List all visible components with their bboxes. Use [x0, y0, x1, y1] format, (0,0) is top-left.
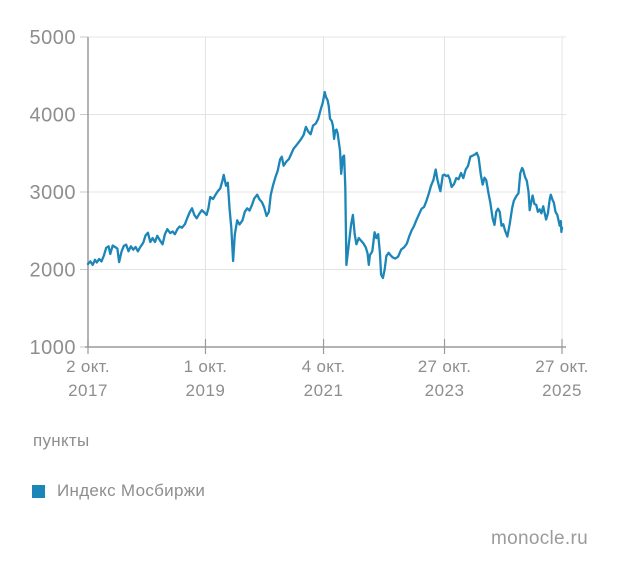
- x-tick-label-year: 2021: [304, 381, 344, 400]
- y-tick-label: 1000: [30, 337, 77, 359]
- x-tick-label-date: 27 окт.: [418, 357, 471, 376]
- legend-label-moex-index: Индекс Мосбиржи: [57, 481, 206, 500]
- y-tick-label: 4000: [30, 105, 77, 127]
- x-tick-label-year: 2017: [68, 381, 108, 400]
- y-tick-label: 5000: [30, 27, 77, 49]
- series-line-moex-index: [86, 90, 564, 280]
- y-axis-unit-label: пункты: [33, 431, 90, 450]
- x-tick-label-year: 2025: [542, 381, 582, 400]
- chart-legend: Индекс Мосбиржи: [32, 481, 205, 501]
- x-tick-label-date: 2 окт.: [66, 357, 110, 376]
- y-tick-label: 3000: [30, 182, 77, 204]
- x-tick-label-date: 1 окт.: [184, 357, 228, 376]
- x-tick-label-year: 2023: [425, 381, 465, 400]
- brand-watermark: monocle.ru: [491, 528, 588, 549]
- x-tick-label-year: 2019: [186, 381, 226, 400]
- x-tick-label-date: 4 окт.: [302, 357, 346, 376]
- y-tick-label: 2000: [30, 260, 77, 282]
- x-tick-label-date: 27 окт.: [535, 357, 588, 376]
- legend-swatch-moex-index: [32, 484, 45, 498]
